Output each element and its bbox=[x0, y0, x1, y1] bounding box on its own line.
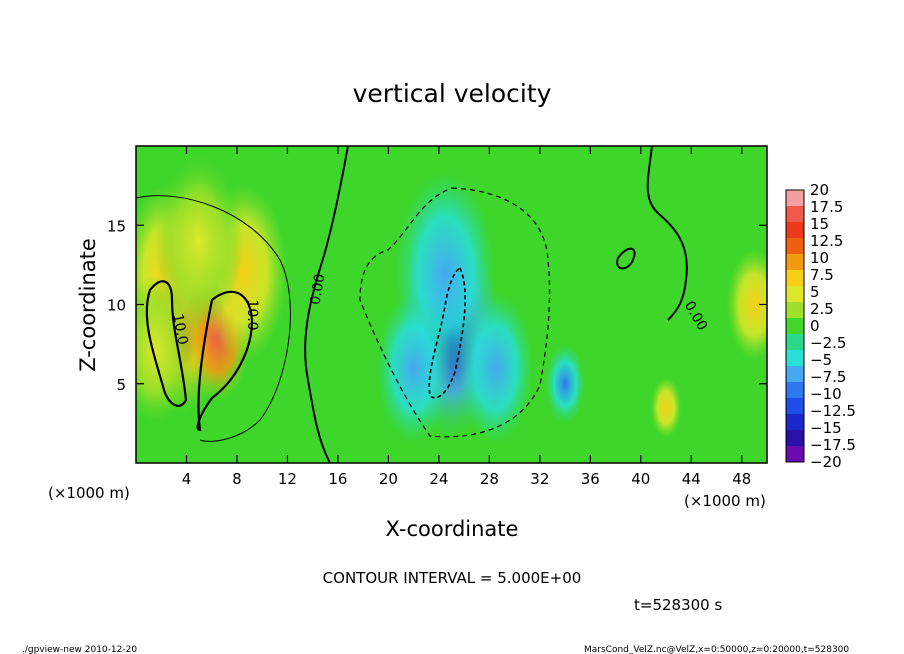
colorbar-swatch bbox=[786, 238, 804, 255]
colorbar-swatch bbox=[786, 190, 804, 207]
plot-area: 10.0 10.00.000.00 bbox=[135, 145, 768, 464]
y-axis-label: Z-coordinate bbox=[76, 238, 100, 372]
colorbar-swatch bbox=[786, 334, 804, 351]
x-tick-label: 28 bbox=[480, 470, 499, 488]
colorbar-swatch bbox=[786, 254, 804, 271]
colorbar-swatch bbox=[786, 318, 804, 335]
x-tick-label: 12 bbox=[278, 470, 297, 488]
colorbar-swatch bbox=[786, 302, 804, 319]
contour-zero-left bbox=[304, 145, 349, 464]
colorbar-label: −15 bbox=[810, 419, 842, 437]
colorbar-swatch bbox=[786, 206, 804, 223]
colorbar-label: −2.5 bbox=[810, 334, 846, 352]
y-tick-label: 15 bbox=[107, 217, 126, 235]
contour-zero-right bbox=[646, 145, 688, 321]
colorbar-label: 20 bbox=[810, 181, 829, 199]
x-unit-label-right: (×1000 m) bbox=[684, 492, 766, 510]
footer-right: MarsCond_VelZ.nc@VelZ,x=0:50000,z=0:2000… bbox=[584, 645, 849, 654]
y-tick-label: 5 bbox=[116, 376, 126, 394]
x-axis-ticks: 4 8 12 16 20 24 28 32 36 40 44 48 bbox=[182, 146, 751, 488]
colorbar-swatch bbox=[786, 382, 804, 399]
time-label: t=528300 s bbox=[634, 596, 722, 614]
colorbar-label: 12.5 bbox=[810, 232, 843, 250]
colorbar-swatch bbox=[786, 222, 804, 239]
heat-blob bbox=[457, 291, 534, 444]
colorbar-label: −5 bbox=[810, 351, 832, 369]
x-tick-label: 40 bbox=[631, 470, 650, 488]
heat-blob bbox=[650, 377, 682, 438]
x-tick-label: 24 bbox=[429, 470, 448, 488]
heat-blob bbox=[136, 275, 193, 429]
colorbar-label: −17.5 bbox=[810, 436, 856, 454]
contour-zero-small bbox=[616, 247, 636, 270]
colorbar-label: −10 bbox=[810, 385, 842, 403]
colorbar-label: −7.5 bbox=[810, 368, 846, 386]
contour-five-outer bbox=[135, 195, 291, 442]
colorbar-label: 7.5 bbox=[810, 266, 834, 284]
contour-lines bbox=[135, 145, 688, 464]
contour-label: 10.0 bbox=[244, 299, 260, 330]
colorbar-swatch bbox=[786, 350, 804, 367]
colorbar-label: 15 bbox=[810, 215, 829, 233]
y-tick-label: 10 bbox=[107, 297, 126, 315]
colorbar-label: 10 bbox=[810, 249, 829, 267]
contour-interval-label: CONTOUR INTERVAL = 5.000E+00 bbox=[323, 569, 582, 587]
x-axis-label: X-coordinate bbox=[386, 517, 519, 541]
colorbar-swatch bbox=[786, 398, 804, 415]
heat-blob bbox=[726, 248, 767, 361]
x-unit-label-left: (×1000 m) bbox=[48, 484, 130, 502]
x-tick-label: 16 bbox=[328, 470, 347, 488]
colorbar-swatch bbox=[786, 430, 804, 447]
colorbar-swatch bbox=[786, 270, 804, 287]
colorbar-label: 17.5 bbox=[810, 198, 843, 216]
chart-title: vertical velocity bbox=[353, 79, 552, 108]
x-tick-label: 8 bbox=[232, 470, 242, 488]
colorbar-label: 2.5 bbox=[810, 300, 834, 318]
colorbar-label: 0 bbox=[810, 317, 820, 335]
x-tick-label: 20 bbox=[379, 470, 398, 488]
colorbar-label: 5 bbox=[810, 283, 820, 301]
x-tick-label: 36 bbox=[581, 470, 600, 488]
colorbar-swatch bbox=[786, 414, 804, 431]
heat-blob bbox=[375, 291, 452, 444]
colorbar-swatch bbox=[786, 286, 804, 303]
footer-left: ./gpview-new 2010-12-20 bbox=[22, 645, 137, 654]
contour-label: 10.0 bbox=[169, 313, 190, 346]
contour-ten-right bbox=[196, 290, 254, 432]
colorbar-label: −20 bbox=[810, 453, 842, 471]
x-tick-label: 32 bbox=[530, 470, 549, 488]
colorbar: 2017.51512.5107.552.50−2.5−5−7.5−10−12.5… bbox=[785, 181, 856, 471]
colorbar-swatch bbox=[786, 446, 804, 463]
heat-blob bbox=[544, 343, 586, 425]
x-tick-label: 48 bbox=[732, 470, 751, 488]
contour-label: 0.00 bbox=[307, 273, 328, 306]
colorbar-frame bbox=[785, 189, 805, 463]
x-tick-label: 4 bbox=[182, 470, 192, 488]
contour-neg-five bbox=[359, 187, 551, 438]
x-tick-label: 44 bbox=[682, 470, 701, 488]
y-axis-ticks: 5 10 15 bbox=[107, 217, 767, 394]
colorbar-label: −12.5 bbox=[810, 402, 856, 420]
colorbar-swatch bbox=[786, 366, 804, 383]
contour-ten-left bbox=[145, 280, 188, 407]
